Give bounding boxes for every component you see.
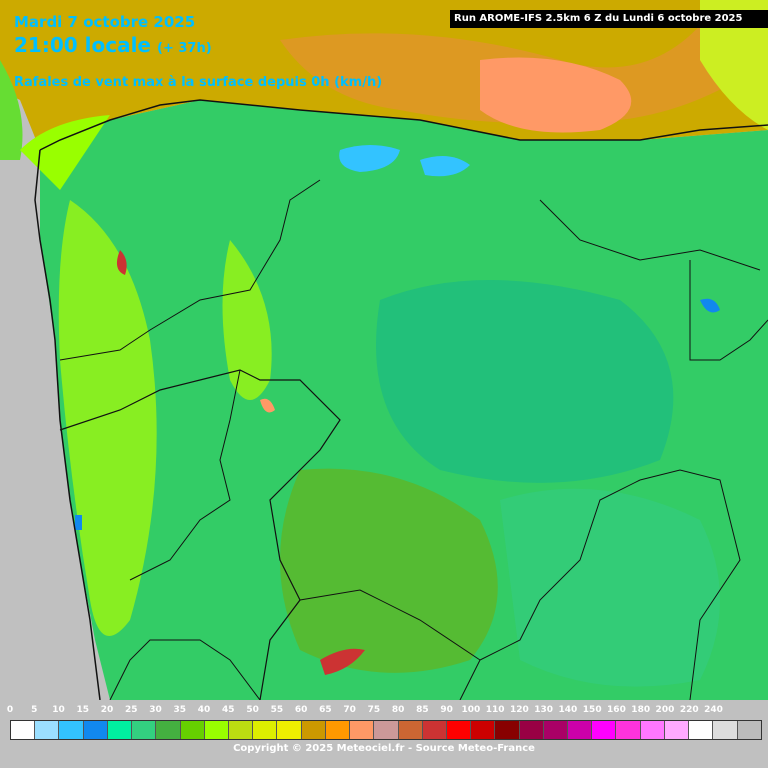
legend-swatch (543, 721, 569, 739)
legend-label: 240 (704, 705, 723, 715)
legend-label: 70 (343, 705, 356, 715)
legend-swatch (35, 721, 60, 739)
legend-swatch (568, 721, 593, 739)
legend-label: 160 (607, 705, 626, 715)
legend-swatch (253, 721, 278, 739)
legend-label: 35 (173, 705, 187, 715)
legend-label: 100 (461, 705, 481, 715)
legend-label: 65 (319, 705, 332, 715)
legend-swatch (350, 721, 375, 739)
legend-labels: 0 5 10 15 20 25 30 35 40 45 50 55 60 65 70 75 80 85 90 100 1… (6, 705, 762, 719)
legend-swatch (59, 721, 84, 739)
forecast-date: Mardi 7 octobre 2025 (14, 13, 196, 31)
legend-label: 40 (197, 705, 211, 715)
legend-swatch (737, 721, 761, 739)
legend-label: 25 (125, 705, 138, 715)
legend-label: 10 (52, 705, 65, 715)
legend-label: 110 (485, 705, 505, 715)
legend-label: 150 (582, 705, 602, 715)
legend-swatch (495, 721, 520, 739)
legend-swatch (180, 721, 205, 739)
legend-swatch (519, 721, 544, 739)
legend-swatch (374, 721, 399, 739)
forecast-time-value: 21:00 locale (14, 33, 151, 57)
parameter-title: Rafales de vent max à la surface depuis … (14, 75, 383, 90)
legend-label: 200 (655, 705, 675, 715)
legend-label: 15 (76, 705, 90, 715)
legend-swatch (156, 721, 181, 739)
legend-label: 120 (510, 705, 529, 715)
legend-label: 30 (149, 705, 162, 715)
legend-label: 130 (534, 705, 554, 715)
legend-swatch (301, 721, 326, 739)
legend-swatch (640, 721, 665, 739)
legend-label: 20 (100, 705, 114, 715)
border-lines (59, 369, 341, 701)
legend-swatch (398, 721, 423, 739)
copyright: Copyright © 2025 Meteociel.fr - Source M… (233, 743, 535, 754)
legend-swatch (107, 721, 133, 739)
legend-swatch (664, 721, 690, 739)
legend-swatch (11, 721, 36, 739)
legend-swatch (446, 721, 472, 739)
forecast-lead: (+ 37h) (157, 41, 212, 56)
legend-swatch (689, 721, 714, 739)
legend-label: 90 (440, 705, 453, 715)
legend-swatch (228, 721, 254, 739)
legend-label: 80 (391, 705, 405, 715)
legend-swatch (592, 721, 617, 739)
legend-label: 50 (246, 705, 259, 715)
legend-swatch (83, 721, 108, 739)
legend-swatch (471, 721, 496, 739)
legend-swatch (204, 721, 229, 739)
legend-label: 45 (222, 705, 235, 715)
legend-label: 75 (367, 705, 381, 715)
legend-label: 220 (679, 705, 699, 715)
legend-swatch (132, 721, 157, 739)
coastline (39, 99, 768, 151)
forecast-time: 21:00 locale (+ 37h) (14, 33, 212, 57)
legend-label: 0 (6, 705, 14, 715)
legend-swatch (277, 721, 302, 739)
legend-swatch (325, 721, 351, 739)
legend-swatches (10, 720, 762, 740)
run-info: Run AROME-IFS 2.5km 6 Z du Lundi 6 octob… (450, 10, 768, 28)
legend-swatch (616, 721, 641, 739)
legend-label: 180 (631, 705, 651, 715)
legend-label: 60 (294, 705, 308, 715)
legend-label: 5 (31, 705, 38, 715)
legend-swatch (713, 721, 738, 739)
legend-swatch (422, 721, 447, 739)
legend-label: 140 (558, 705, 578, 715)
legend-label: 85 (416, 705, 429, 715)
legend-label: 55 (270, 705, 284, 715)
